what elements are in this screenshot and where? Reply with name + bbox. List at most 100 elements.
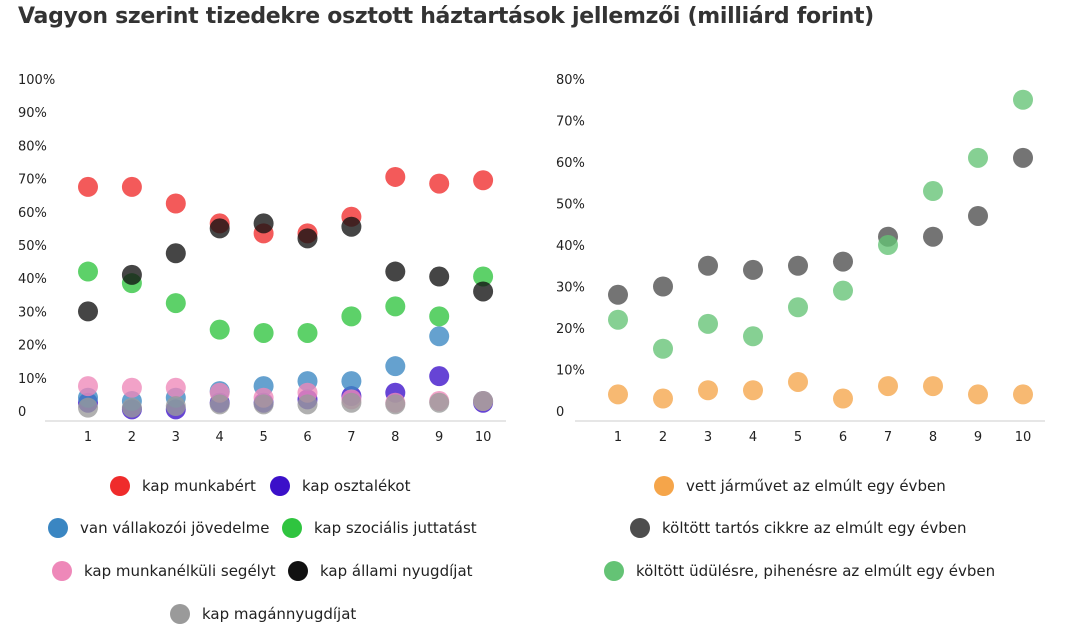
data-point[interactable] [473, 170, 494, 191]
x-tick-label: 4 [216, 430, 224, 445]
data-point[interactable] [385, 166, 406, 187]
data-point[interactable] [385, 296, 406, 317]
data-point[interactable] [878, 235, 898, 255]
data-point[interactable] [788, 255, 808, 276]
data-point[interactable] [78, 176, 98, 197]
data-point[interactable] [429, 326, 450, 347]
x-tick-label: 3 [704, 430, 712, 445]
data-point[interactable] [341, 216, 362, 237]
data-point[interactable] [878, 376, 898, 397]
data-point[interactable] [429, 266, 450, 287]
data-point[interactable] [698, 380, 718, 401]
legend-item-szocialis[interactable]: kap szociális juttatást [282, 518, 477, 538]
data-point[interactable] [78, 261, 98, 282]
data-point[interactable] [121, 264, 142, 285]
data-point[interactable] [297, 394, 318, 415]
data-point[interactable] [121, 176, 142, 197]
data-point[interactable] [698, 313, 718, 334]
data-point[interactable] [608, 384, 628, 405]
legend-item-osztalek[interactable]: kap osztalékot [270, 476, 410, 496]
data-point[interactable] [253, 322, 274, 343]
data-point[interactable] [923, 226, 943, 247]
y-tick-label: 0 [18, 405, 26, 420]
x-tick-label: 2 [128, 430, 136, 445]
data-point[interactable] [968, 147, 988, 168]
legend-item-magannyugdij[interactable]: kap magánnyugdíjat [170, 604, 356, 624]
legend-item-tartos-cikk[interactable]: költött tartós cikkre az elmúlt egy évbe… [630, 518, 967, 538]
data-point[interactable] [473, 281, 494, 302]
data-point[interactable] [209, 218, 230, 239]
legend-item-udules[interactable]: költött üdülésre, pihenésre az elmúlt eg… [604, 561, 995, 581]
data-point[interactable] [1013, 89, 1033, 110]
data-point[interactable] [833, 280, 853, 301]
data-point[interactable] [121, 377, 142, 398]
data-point[interactable] [473, 266, 494, 287]
data-point[interactable] [253, 394, 274, 415]
data-point[interactable] [78, 397, 98, 418]
legend-label: van vállakozói jövedelme [80, 519, 270, 537]
data-point[interactable] [833, 251, 853, 272]
data-point[interactable] [297, 228, 318, 249]
data-point[interactable] [165, 293, 186, 314]
legend-item-allami-nyugdij[interactable]: kap állami nyugdíjat [288, 561, 473, 581]
data-point[interactable] [165, 243, 186, 264]
data-point[interactable] [341, 392, 362, 413]
data-point[interactable] [473, 391, 494, 412]
legend-item-jarmu[interactable]: vett járművet az elmúlt egy évben [654, 476, 946, 496]
data-point[interactable] [923, 376, 943, 397]
y-tick-label: 80% [556, 73, 585, 88]
legend-item-vallalkozoi[interactable]: van vállakozói jövedelme [48, 518, 269, 538]
data-point[interactable] [608, 309, 628, 330]
data-point[interactable] [429, 392, 450, 413]
data-point[interactable] [165, 193, 186, 214]
data-point[interactable] [385, 356, 406, 377]
data-point[interactable] [78, 376, 98, 397]
data-point[interactable] [341, 371, 362, 392]
legend-label: költött üdülésre, pihenésre az elmúlt eg… [636, 562, 996, 580]
y-tick-label: 70% [556, 115, 585, 130]
data-point[interactable] [743, 380, 763, 401]
data-point[interactable] [833, 388, 853, 409]
data-point[interactable] [653, 338, 673, 359]
data-point[interactable] [209, 319, 230, 340]
data-point[interactable] [121, 397, 142, 418]
data-point[interactable] [1013, 384, 1033, 405]
data-point[interactable] [165, 377, 186, 398]
legend-item-munkaber[interactable]: kap munkabért [110, 476, 256, 496]
data-point[interactable] [385, 261, 406, 282]
data-point[interactable] [209, 394, 230, 415]
data-point[interactable] [608, 284, 628, 305]
x-tick-label: 7 [347, 430, 355, 445]
data-point[interactable] [968, 205, 988, 226]
data-point[interactable] [698, 255, 718, 276]
y-tick-label: 70% [18, 173, 47, 188]
legend-marker [654, 476, 674, 496]
data-point[interactable] [429, 173, 450, 194]
series-kap-munkabért [78, 166, 494, 244]
data-point[interactable] [165, 396, 186, 417]
data-point[interactable] [253, 213, 274, 234]
data-point[interactable] [923, 181, 943, 202]
data-point[interactable] [297, 322, 318, 343]
legend-item-munkanelkuli[interactable]: kap munkanélküli segélyt [52, 561, 276, 581]
data-point[interactable] [653, 276, 673, 297]
data-point[interactable] [743, 259, 763, 280]
y-tick-label: 0 [556, 405, 564, 420]
data-point[interactable] [385, 394, 406, 415]
data-point[interactable] [653, 388, 673, 409]
data-point[interactable] [429, 366, 450, 387]
data-point[interactable] [968, 384, 988, 405]
data-point[interactable] [788, 297, 808, 318]
data-point[interactable] [429, 306, 450, 327]
data-point[interactable] [1013, 147, 1033, 168]
data-point[interactable] [743, 326, 763, 347]
data-point[interactable] [78, 301, 98, 322]
data-point[interactable] [341, 306, 362, 327]
legend-label: kap állami nyugdíjat [320, 562, 473, 580]
data-point[interactable] [788, 371, 808, 392]
legend-marker [52, 561, 72, 581]
x-tick-label: 1 [614, 430, 622, 445]
x-tick-label: 3 [172, 430, 180, 445]
x-tick-label: 6 [839, 430, 847, 445]
x-tick-label: 6 [303, 430, 311, 445]
